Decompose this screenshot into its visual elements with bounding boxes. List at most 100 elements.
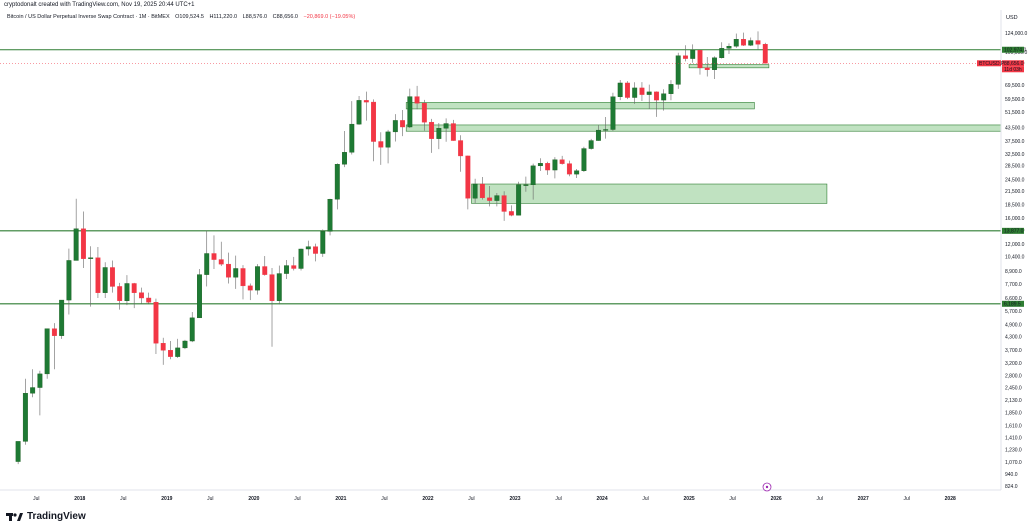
candle-up <box>37 370 43 416</box>
candle-body <box>552 159 558 171</box>
time-tick-label: Jul <box>816 496 822 502</box>
candle-body <box>378 141 384 148</box>
candle-up <box>342 131 347 168</box>
events-icon[interactable] <box>762 482 772 492</box>
candle-body <box>559 159 565 164</box>
candle-up <box>443 118 449 142</box>
time-tick-label: Jul <box>903 496 909 502</box>
countdown-text: 11d 03h <box>1004 67 1022 73</box>
price-axis[interactable]: 124,000.0 100,000.0 88,656.0 69,500.0 59,500… <box>1005 31 1027 490</box>
candle-down <box>755 31 761 50</box>
candle-down <box>240 265 246 300</box>
price-tick-label: 100,000.0 <box>1005 50 1027 56</box>
level-price-badge-text: 6,189.5 <box>1004 302 1021 308</box>
candle-body <box>617 82 623 97</box>
price-tick-label: 824.0 <box>1005 484 1018 490</box>
candle-body <box>523 184 529 186</box>
price-tick-label: 2,450.0 <box>1005 385 1022 391</box>
level-price-badge: 6,189.5 <box>1002 300 1024 308</box>
candle-body <box>508 211 514 216</box>
candle-up <box>646 84 652 109</box>
candle-down <box>131 282 137 309</box>
candle-body <box>458 140 464 157</box>
candle-body <box>429 121 435 139</box>
level-price-badge-bg <box>1002 46 1024 53</box>
candle-down <box>291 256 297 271</box>
candle-body <box>88 257 94 259</box>
candle-body <box>530 165 536 186</box>
candle-body <box>407 96 413 128</box>
tradingview-logo[interactable]: TradingView <box>6 511 86 522</box>
candle-down <box>624 81 630 100</box>
candle-body <box>131 283 137 293</box>
candle-body <box>712 57 717 70</box>
candle-body <box>66 260 72 301</box>
candle-body <box>182 340 188 349</box>
candle-up <box>44 328 50 379</box>
candle-down <box>371 99 377 162</box>
ohlc-low: L88,576.0 <box>242 14 268 20</box>
levels-layer <box>0 49 1001 305</box>
time-axis[interactable]: Jul 2018 Jul 2019 Jul 2020 Jul 2021 Jul 2022 Jul 20… <box>33 496 956 502</box>
candle-body <box>298 248 304 269</box>
candle-body <box>566 163 572 175</box>
level-price-badge-bg <box>1002 300 1024 307</box>
candle-down <box>168 341 173 360</box>
candle-up <box>617 79 623 101</box>
candle-body <box>450 123 456 141</box>
candle-up <box>712 56 717 80</box>
candle-down <box>465 155 471 210</box>
candle-up <box>320 229 326 257</box>
candle-body <box>588 140 594 149</box>
candle-up <box>182 339 188 350</box>
candle-down <box>566 160 572 177</box>
time-tick-label: 2020 <box>248 496 259 502</box>
time-tick-label: Jul <box>729 496 735 502</box>
price-tick-label: 7,700.0 <box>1005 282 1022 288</box>
candle-body <box>305 246 311 250</box>
symbol-title[interactable]: Bitcoin / US Dollar Perpetual Inverse Sw… <box>7 14 170 20</box>
support-zone <box>688 64 770 69</box>
candle-body <box>371 101 377 142</box>
candle-up <box>392 114 398 142</box>
candle-up <box>748 37 754 47</box>
price-tick-label: 12,000.0 <box>1005 242 1025 248</box>
price-tick-label: 18,500.0 <box>1005 203 1025 209</box>
candle-down <box>458 135 464 172</box>
price-tick-label: 1,610.0 <box>1005 423 1022 429</box>
candle-body <box>479 183 485 199</box>
candle-down <box>429 118 435 153</box>
candle-body <box>117 286 123 301</box>
candle-up <box>327 198 333 236</box>
candle-body <box>262 266 268 275</box>
ohlc-change: −20,869.0 (−19.05%) <box>303 14 356 20</box>
candle-body <box>30 387 36 394</box>
candle-body <box>197 274 202 319</box>
ohlc-open: O109,524.5 <box>175 14 204 20</box>
level-price-badge-text: 13,877.0 <box>1004 229 1024 235</box>
tradingview-logo-icon <box>6 512 23 521</box>
candle-down <box>109 260 115 293</box>
candle-up <box>305 240 311 256</box>
candle-down <box>226 252 231 284</box>
price-tick-label: 28,500.0 <box>1005 164 1025 170</box>
candle-down <box>639 82 645 102</box>
candle-down <box>414 85 420 110</box>
candle-down <box>80 211 86 268</box>
candle-body <box>51 328 57 336</box>
candle-up <box>436 122 442 150</box>
price-tick-label: 5,700.0 <box>1005 309 1022 315</box>
support-zone <box>405 124 1002 132</box>
candle-up <box>472 178 478 204</box>
candle-up <box>189 312 195 343</box>
time-tick-label: Jul <box>294 496 300 502</box>
candle-body <box>255 266 260 291</box>
candle-down <box>762 42 768 64</box>
currency-label: USD <box>1006 15 1018 21</box>
candle-up <box>59 299 65 339</box>
candle-body <box>726 46 732 49</box>
candle-down <box>269 267 275 347</box>
candle-body <box>501 195 507 212</box>
candle-body <box>624 82 630 98</box>
